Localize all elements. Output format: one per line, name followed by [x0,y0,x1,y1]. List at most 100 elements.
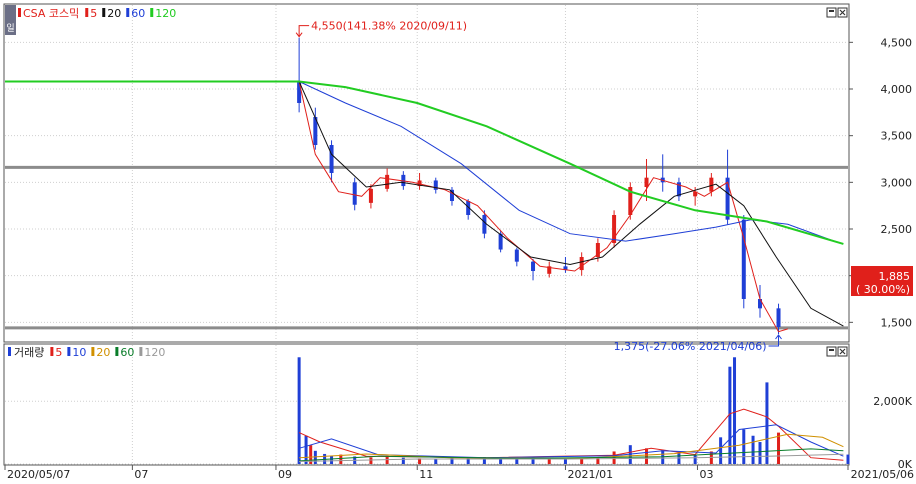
volume-bar [677,453,681,464]
volume-bar [563,458,567,464]
volume-bar [297,357,301,464]
candle-body [297,81,302,103]
volume-panel-frame [3,343,850,466]
volume-bar [499,458,503,464]
legend-marker [18,8,21,17]
last-price-value: 1,885 [879,270,911,283]
legend-item-label: 20 [96,346,110,359]
legend-swatch [91,347,95,356]
volume-bars [297,357,850,464]
candle-body [612,215,617,243]
candle-body [313,117,318,145]
x-tick-label: 2020/05/07 [7,468,70,481]
candle-body [385,174,390,189]
volume-bar [515,458,519,464]
x-tick-label: 07 [134,468,148,481]
price-maximize-button[interactable] [826,7,837,18]
candle-body [693,191,698,197]
legend-item-label: 10 [72,346,86,359]
legend-swatch [50,347,54,356]
candle-body [368,188,373,203]
volume-ma-line-60 [299,448,844,462]
candle-body [449,189,454,201]
price-legend-title: CSA 코스믹 [23,7,79,20]
volume-bar [645,448,649,464]
volume-bar [369,457,373,464]
volume-bar [758,442,762,464]
volume-ma-line-120 [299,453,844,462]
x-tick-label: 2021/05/06 [851,468,914,481]
price-ma-line-20 [298,81,844,327]
volume-legend-items: 5 10 20 60 120 [50,346,165,359]
grid-layer [5,5,848,465]
low-annotation-label: 1,375(-27.06% 2021/04/06) [614,340,767,353]
x-tick-label: 03 [699,468,713,481]
price-ma-line-5 [298,81,788,333]
candle-body [725,177,730,220]
volume-ma-line-5 [298,408,844,461]
volume-bar [482,457,486,464]
candle-body [498,233,503,250]
volume-ma-line-10 [298,424,844,459]
candle-body [628,187,633,215]
side-tab-label: 일 [6,23,14,34]
volume-bar [742,429,746,464]
legend-swatch [67,347,71,356]
price-y-tick-label: 4,500 [881,36,913,49]
price-y-tick-label: 4,000 [881,83,913,96]
volume-bar [733,357,737,464]
legend-swatch [102,8,106,17]
volume-bar [339,454,343,464]
volume-maximize-button[interactable] [826,346,837,357]
volume-bar [693,454,697,464]
price-ma-lines [5,80,844,333]
volume-bar [765,382,769,464]
volume-bar [466,458,470,464]
price-y-tick-label: 2,500 [881,223,913,236]
candle-body [776,308,781,327]
volume-bar [330,455,334,464]
legend-item-label: 5 [90,7,97,20]
volume-bar [434,458,438,464]
legend-swatch [126,8,130,17]
legend-item-label: 5 [55,346,62,359]
low-annotation: 1,375(-27.06% 2021/04/06) [614,334,782,353]
candle-body [531,261,536,271]
candle-body [676,182,681,197]
candle-body [741,219,746,299]
legend-swatch [150,8,154,17]
legend-item-label: 120 [144,346,165,359]
candle-body [595,243,600,257]
x-tick-label: 09 [278,468,292,481]
volume-ma-line-20 [299,433,844,459]
volume-bar [751,435,755,464]
last-price-box: 1,885 ( 30.00%) [851,266,913,296]
volume-y-tick-label: 0K [898,458,913,471]
last-price-change: ( 30.00%) [856,283,910,296]
volume-ma-lines [298,408,844,462]
volume-bar [728,366,732,464]
price-legend-items: 5 20 60 120 [85,7,176,20]
candle-body [482,215,487,234]
legend-swatch [139,347,143,356]
x-tick-label: 2021/01 [567,468,613,481]
candle-body [514,249,519,262]
candle-body [433,180,438,190]
legend-item-label: 60 [131,7,145,20]
x-tick-label: 11 [419,468,433,481]
candle-body [547,266,552,274]
volume-close-button[interactable] [837,346,848,357]
volume-bar [719,437,723,464]
volume-bar [401,457,405,464]
side-tab[interactable] [5,5,16,35]
volume-bar [547,459,551,464]
legend-item-label: 20 [107,7,121,20]
candle-body [579,257,584,271]
candle-body [329,145,334,173]
candles [297,37,781,334]
horizontal-lines [5,165,848,330]
price-close-button[interactable] [837,7,848,18]
volume-bar [531,457,535,464]
candle-body [352,182,357,205]
